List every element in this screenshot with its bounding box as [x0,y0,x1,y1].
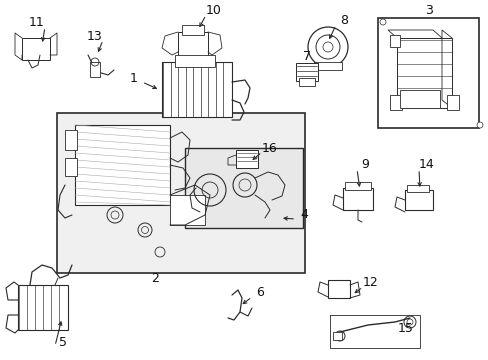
Circle shape [476,122,482,128]
Text: 8: 8 [339,14,347,27]
Bar [406,185,428,192]
Bar [295,63,317,81]
Bar [90,62,100,77]
Text: 4: 4 [300,208,307,221]
Text: 2: 2 [151,271,159,284]
Bar [396,38,451,108]
Bar [332,332,341,340]
Bar [377,18,478,128]
Bar [389,35,399,47]
Text: 1: 1 [130,72,138,85]
Bar [65,158,77,176]
Bar [345,182,370,190]
Text: 15: 15 [397,321,413,334]
Text: 13: 13 [87,30,102,42]
Bar [389,95,401,110]
Text: 6: 6 [256,287,264,300]
Bar [446,95,458,110]
Bar [236,150,258,168]
Bar [170,195,204,225]
Bar [22,38,50,60]
Bar [162,62,231,117]
Bar [175,55,215,67]
Text: 7: 7 [303,50,310,63]
Bar [182,25,203,35]
Bar [399,90,439,108]
Circle shape [379,19,385,25]
Bar [57,113,305,273]
Bar [75,125,170,205]
Text: 12: 12 [363,276,378,289]
Text: 5: 5 [59,336,67,348]
Text: 3: 3 [424,4,432,17]
Bar [298,78,314,86]
Bar [18,285,68,330]
Bar [313,62,341,70]
Bar [404,190,432,210]
Text: 9: 9 [360,158,368,171]
Bar [178,32,207,57]
Text: 11: 11 [29,17,45,30]
Bar [342,188,372,210]
Text: 16: 16 [262,141,277,154]
Bar [327,280,349,298]
Text: 10: 10 [205,4,222,18]
Text: 14: 14 [418,158,434,171]
Bar [184,148,303,228]
Bar [65,130,77,150]
